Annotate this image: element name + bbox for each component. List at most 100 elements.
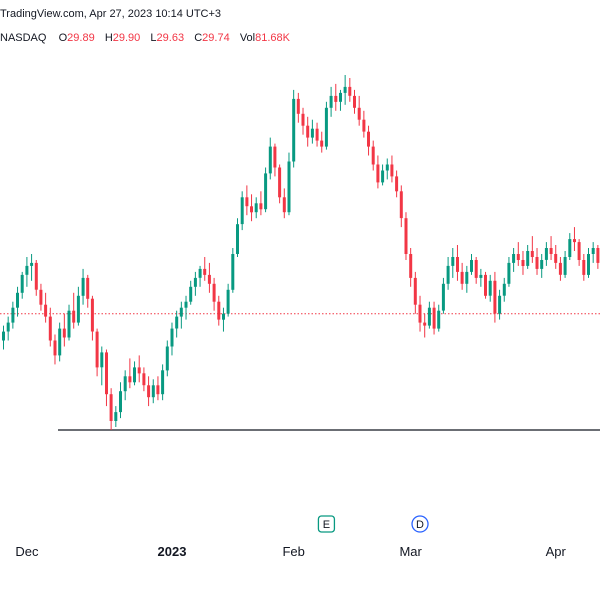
candle-body — [296, 98, 300, 114]
candle-body — [90, 298, 94, 332]
candle-body — [250, 206, 253, 213]
candle-body — [385, 164, 389, 171]
candle-body — [441, 283, 445, 311]
candle-body — [16, 292, 19, 308]
candle-body — [44, 304, 48, 317]
candle-body — [212, 283, 216, 302]
candle-body — [105, 352, 108, 395]
candle-body — [254, 203, 258, 213]
candle-body — [184, 301, 188, 308]
candle-body — [128, 376, 132, 383]
candle-body — [273, 146, 277, 168]
candle-body — [245, 197, 249, 207]
candle-body — [287, 161, 291, 213]
candle-body — [119, 391, 122, 413]
candle-body — [399, 191, 403, 219]
high-key: H — [104, 32, 113, 44]
candle-body — [348, 86, 352, 96]
candle-body — [568, 239, 572, 257]
x-tick-label: Feb — [282, 544, 304, 559]
candle-body — [456, 257, 459, 272]
candle-body — [488, 280, 492, 296]
candle-body — [404, 218, 408, 254]
close-value: 29.74 — [202, 32, 230, 44]
candle-body — [175, 316, 179, 329]
ohlc-legend: NASDAQ O29.89 H29.90 L29.63 C29.74 Vol81… — [0, 32, 290, 44]
candle-body — [25, 265, 29, 275]
candle-body — [521, 260, 525, 266]
candle-body — [259, 203, 263, 210]
candle-body — [493, 280, 497, 314]
candle-body — [264, 173, 268, 210]
candle-body — [292, 98, 296, 162]
candle-body — [226, 289, 230, 314]
candle-body — [147, 385, 151, 398]
candle-body — [596, 248, 600, 263]
candle-body — [334, 95, 338, 102]
low-key: L — [150, 32, 157, 44]
candle-body — [577, 242, 581, 260]
x-tick-label: Apr — [546, 544, 567, 559]
candle-body — [62, 328, 66, 338]
candle-body — [413, 277, 417, 305]
candle-body — [362, 119, 366, 132]
x-tick-label: Dec — [15, 544, 39, 559]
source-line: TradingView.com, Apr 27, 2023 10:14 UTC+… — [0, 8, 221, 20]
candle-body — [11, 307, 15, 323]
candle-body — [367, 131, 370, 147]
candle-body — [353, 95, 356, 108]
candle-body — [573, 239, 576, 243]
candle-body — [381, 170, 385, 183]
candle-body — [526, 251, 530, 266]
candle-body — [512, 254, 516, 263]
candle-body — [189, 286, 193, 302]
candle-body — [324, 107, 328, 147]
earnings-marker-label: E — [323, 519, 330, 531]
candle-body — [315, 128, 319, 141]
candle-body — [231, 254, 235, 290]
candle-body — [236, 224, 239, 254]
dividend-marker-label: D — [416, 519, 424, 531]
earnings-marker-badge — [317, 515, 336, 533]
candle-body — [198, 268, 202, 278]
candle-body — [301, 113, 305, 126]
candle-body — [587, 254, 590, 275]
candle-body — [423, 322, 427, 326]
candle-body — [554, 254, 558, 263]
candle-body — [114, 412, 118, 421]
candle-body — [479, 274, 483, 278]
candle-body — [100, 352, 104, 368]
candle-body — [498, 295, 502, 314]
candle-body — [535, 257, 539, 269]
candle-body — [207, 274, 211, 284]
candle-body — [446, 265, 450, 284]
candle-body — [395, 176, 399, 192]
candle-body — [544, 248, 548, 260]
candle-body — [217, 301, 221, 320]
open-value: 29.89 — [67, 32, 95, 44]
candle-body — [484, 274, 487, 296]
candle-body — [67, 310, 71, 338]
candle-body — [133, 367, 136, 383]
source-text: TradingView.com, Apr 27, 2023 10:14 UTC+… — [0, 8, 222, 20]
candle-body — [30, 262, 34, 266]
candle-body — [357, 107, 361, 120]
candle-body — [34, 262, 38, 290]
candle-body — [432, 307, 436, 329]
candle-body — [282, 197, 286, 213]
exchange-label: NASDAQ — [0, 32, 47, 44]
candle-body — [20, 274, 24, 293]
candle-body — [339, 92, 342, 102]
candle-body — [53, 340, 57, 356]
candle-body — [507, 262, 511, 284]
candle-body — [58, 328, 62, 356]
close-key: C — [194, 32, 203, 44]
candle-body — [95, 331, 99, 368]
candle-body — [376, 164, 380, 183]
candle-body — [591, 248, 595, 254]
candle-body — [151, 385, 155, 398]
candle-body — [465, 271, 469, 284]
candle-body — [516, 254, 520, 260]
